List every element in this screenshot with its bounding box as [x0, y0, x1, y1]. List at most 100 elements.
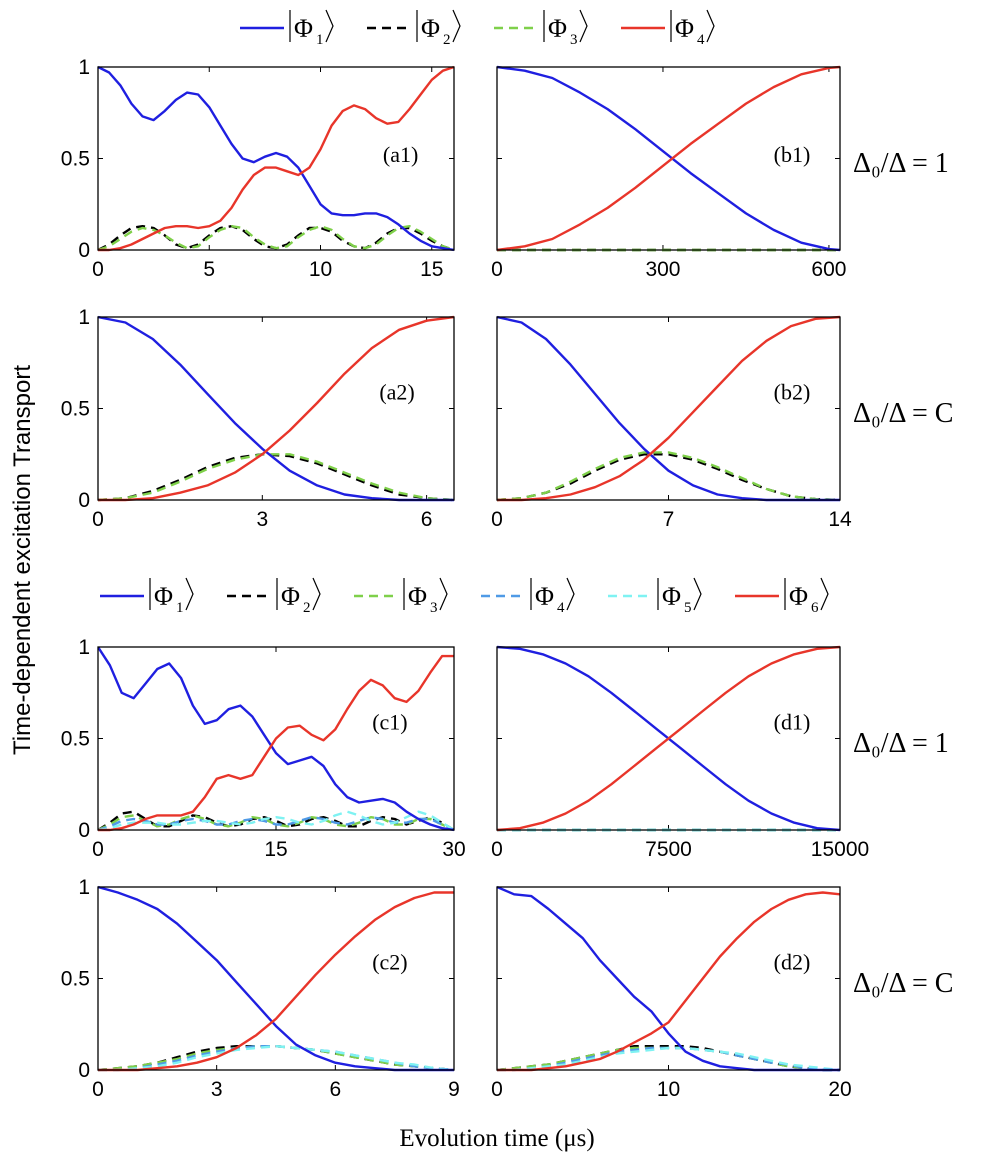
legends: Φ 1 Φ 2 Φ 3 Φ 4Φ 1 Φ 2 Φ 3 Φ 4 Φ 5 Φ 6	[100, 9, 829, 616]
x-tick-label: 0	[92, 508, 104, 531]
x-tick-label: 7500	[645, 838, 692, 861]
panels: 0 5 10 1500.51(a1)0 300 600(b1)0 3 600.51(a2)0 7…	[61, 56, 869, 1101]
panel-label: (c2)	[372, 949, 407, 974]
x-tick-label: 5	[203, 258, 215, 281]
panel-background	[497, 317, 840, 500]
legend-subscript: 4	[697, 32, 705, 48]
legend-label: Φ	[662, 582, 681, 611]
y-tick-label: 0.5	[61, 148, 90, 171]
x-tick-label: 0	[491, 258, 503, 281]
ket-angle	[439, 577, 448, 611]
series-line-φ5	[98, 1045, 454, 1072]
panel-label: (a2)	[379, 379, 414, 404]
series-line-φ1	[497, 65, 840, 252]
legend-label: Φ	[294, 14, 313, 43]
panel-c2: 0 3 6 9 0 0.5 1 (c2)	[61, 876, 460, 1101]
legend-subscript: 1	[176, 600, 184, 616]
x-tick-label: 0	[92, 258, 104, 281]
ket-angle	[325, 9, 334, 43]
panel-d1: 0 7500 15000 (d1)	[491, 645, 869, 861]
ket-angle	[566, 577, 575, 611]
panel-label: (c1)	[372, 709, 407, 734]
series-line-φ5	[497, 1046, 840, 1072]
panel-background	[98, 887, 454, 1070]
legend-subscript: 3	[430, 600, 438, 616]
panel-background	[98, 67, 454, 250]
x-tick-label: 3	[256, 508, 268, 531]
x-tick-label: 0	[491, 838, 503, 861]
panel-frame	[97, 646, 455, 831]
legend-label: Φ	[408, 582, 427, 611]
ket-angle	[579, 9, 588, 43]
legend-subscript: 1	[316, 32, 324, 48]
y-tick-label: 0.5	[61, 398, 90, 421]
x-tick-label: 15000	[811, 838, 869, 861]
x-tick-label: 10	[657, 1078, 680, 1101]
y-tick-label: 0	[78, 239, 90, 262]
panel-d2: 0 10 20 (d2)	[491, 885, 852, 1101]
panel-frame	[97, 886, 455, 1071]
x-tick-label: 600	[811, 258, 846, 281]
series-line-φ4	[98, 65, 454, 252]
x-tick-label: 15	[264, 838, 287, 861]
panel-frame	[496, 886, 841, 1071]
x-axis-label: Evolution time (μs)	[399, 1125, 594, 1152]
panel-background	[497, 67, 840, 250]
panel-frame	[496, 316, 841, 501]
legend-subscript: 5	[684, 600, 692, 616]
legend-label: Φ	[154, 582, 173, 611]
x-tick-label: 0	[92, 1078, 104, 1101]
series-line-φ1	[98, 646, 454, 832]
series-line-φ4	[497, 65, 840, 252]
legend-label: Φ	[281, 582, 300, 611]
legend-label: Φ	[548, 14, 567, 43]
panel-label: (b1)	[774, 142, 811, 167]
ratio-labels: Δ₀/Δ = 1 Δ₀/Δ = C Δ₀/Δ = 1 Δ₀/Δ = C	[853, 148, 953, 999]
series-line-φ3	[98, 814, 454, 832]
x-tick-label: 6	[329, 1078, 341, 1101]
series-line-φ6	[497, 645, 840, 832]
y-tick-label: 0.5	[61, 728, 90, 751]
series-line-φ1	[98, 65, 454, 252]
x-tick-label: 14	[828, 508, 852, 531]
legend-subscript: 3	[570, 32, 578, 48]
ket-angle	[312, 577, 321, 611]
series-line-φ4	[497, 315, 840, 502]
x-tick-label: 0	[491, 508, 503, 531]
x-tick-label: 20	[828, 1078, 851, 1101]
ratio-label: Δ₀/Δ = 1	[853, 148, 949, 179]
panel-a1: 0 5 10 15 0 0.5 1 (a1)	[61, 56, 455, 281]
series-line-φ6	[98, 891, 454, 1072]
x-tick-label: 3	[211, 1078, 223, 1101]
x-tick-label: 7	[663, 508, 675, 531]
panel-label: (a1)	[383, 142, 418, 167]
legend-subscript: 6	[811, 600, 819, 616]
x-tick-label: 30	[442, 838, 465, 861]
x-tick-label: 10	[309, 258, 332, 281]
series-line-φ3	[497, 451, 840, 502]
y-axis-label: Time-dependent excitation Transport	[9, 365, 36, 755]
panel-b1: 0 300 600 (b1)	[491, 65, 846, 281]
y-tick-label: 1	[78, 876, 90, 899]
y-tick-label: 1	[78, 306, 90, 329]
panel-frame	[496, 66, 841, 251]
x-tick-label: 15	[420, 258, 443, 281]
panel-frame	[97, 66, 455, 251]
panel-background	[98, 317, 454, 500]
legend-label: Φ	[675, 14, 694, 43]
ket-angle	[706, 9, 715, 43]
ratio-label: Δ₀/Δ = C	[853, 968, 953, 999]
y-tick-label: 0	[78, 819, 90, 842]
y-tick-label: 1	[78, 636, 90, 659]
series-line-φ5	[98, 810, 454, 832]
series-line-φ6	[497, 891, 840, 1072]
y-tick-label: 1	[78, 56, 90, 79]
ket-angle	[452, 9, 461, 43]
y-tick-label: 0.5	[61, 968, 90, 991]
legend-label: Φ	[535, 582, 554, 611]
panel-frame	[496, 646, 841, 831]
legend-subscript: 2	[303, 600, 311, 616]
ket-angle	[820, 577, 829, 611]
